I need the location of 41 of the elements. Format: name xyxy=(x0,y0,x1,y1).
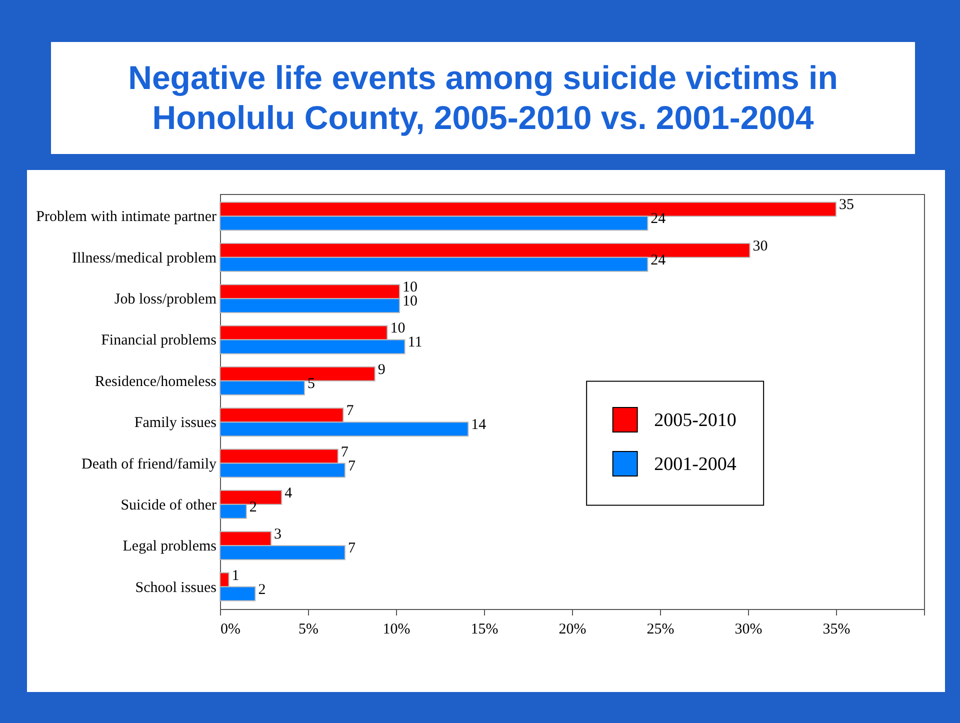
data-label: 11 xyxy=(408,334,422,351)
y-tick-label: Financial problems xyxy=(101,332,217,349)
data-label: 2 xyxy=(258,582,266,598)
data-label: 35 xyxy=(839,197,854,214)
data-label: 9 xyxy=(378,362,386,378)
data-label: 7 xyxy=(346,403,354,420)
data-label: 7 xyxy=(348,458,356,474)
y-tick-label: Death of friend/family xyxy=(82,456,217,472)
data-label: 30 xyxy=(752,238,768,254)
data-label: 10 xyxy=(402,294,418,310)
data-label: 24 xyxy=(650,252,666,268)
y-tick-label: Job loss/problem xyxy=(114,292,217,308)
x-tick-label: 35% xyxy=(822,622,850,638)
data-label: 24 xyxy=(650,211,666,228)
data-label: 10 xyxy=(390,320,406,337)
data-label: 7 xyxy=(340,444,349,460)
x-tick-label: 0% xyxy=(220,622,240,638)
x-tick-label: 5% xyxy=(298,622,318,638)
y-tick-label: Residence/homeless xyxy=(94,374,217,390)
data-label: 3 xyxy=(274,526,282,543)
data-label: 1 xyxy=(232,568,240,584)
x-tick-label: 25% xyxy=(646,622,674,638)
legend-label: 2001-2004 xyxy=(654,454,737,475)
x-tick-label: 20% xyxy=(558,622,586,638)
data-label: 4 xyxy=(284,485,293,502)
y-tick-label: Family issues xyxy=(134,415,217,432)
y-tick-label: School issues xyxy=(135,580,217,596)
data-label: 5 xyxy=(307,376,315,392)
x-tick-label: 30% xyxy=(734,622,762,638)
legend-label: 2005-2010 xyxy=(654,410,736,431)
y-tick-label: Problem with intimate partner xyxy=(36,209,217,226)
data-label: 14 xyxy=(471,417,487,434)
chart-title: Negative life events among suicide victims in Honolulu County, 2005-2010 vs. 2001-2004 xyxy=(51,42,915,154)
y-tick-label: Suicide of other xyxy=(120,497,216,514)
data-label: 2 xyxy=(249,499,257,516)
y-tick-label: Illness/medical problem xyxy=(72,250,217,266)
data-label: 10 xyxy=(402,280,418,296)
y-tick-label: Legal problems xyxy=(122,538,217,555)
x-tick-label: 15% xyxy=(470,622,498,638)
x-tick-label: 10% xyxy=(382,622,410,638)
data-label: 7 xyxy=(348,540,356,557)
